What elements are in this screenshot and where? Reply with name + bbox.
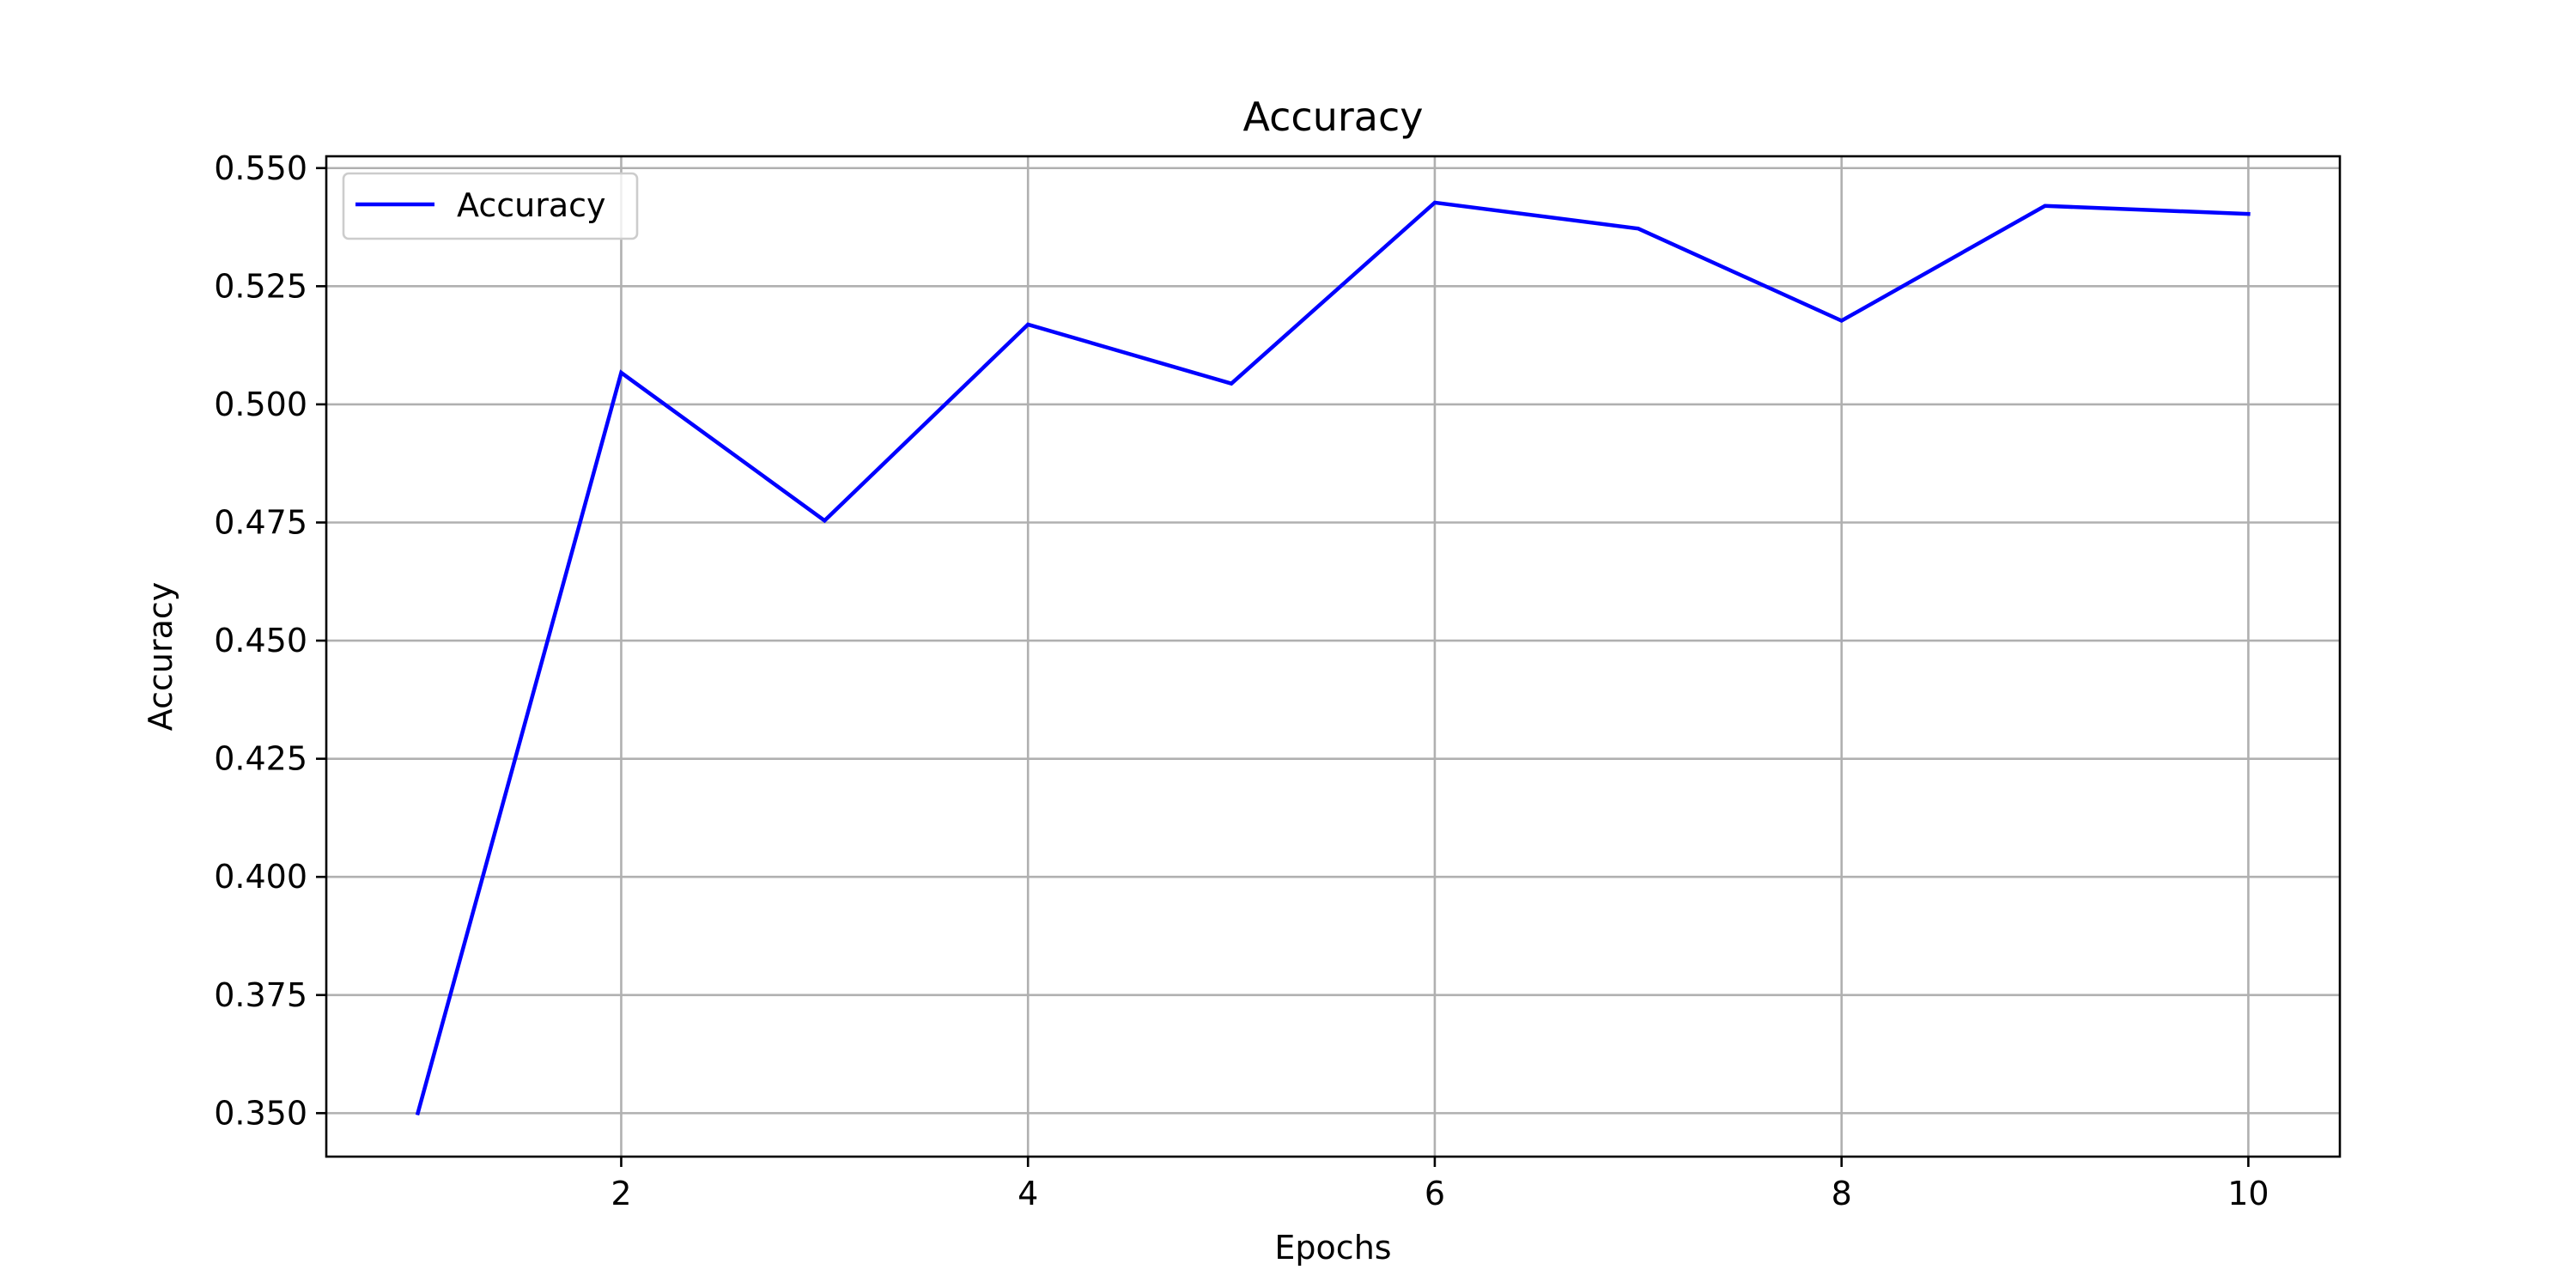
x-tick-label: 2 [611, 1175, 631, 1212]
series-layer [415, 200, 2251, 1116]
y-axis-label: Accuracy [142, 582, 179, 732]
y-tick-label: 0.500 [214, 386, 307, 423]
y-tick-label: 0.350 [214, 1094, 307, 1132]
y-tick-label: 0.550 [214, 149, 307, 187]
y-tick-label: 0.450 [214, 622, 307, 659]
x-tick-label: 6 [1425, 1175, 1445, 1212]
y-tick-label: 0.425 [214, 740, 307, 778]
x-tick-label: 4 [1018, 1175, 1038, 1212]
y-tick-label: 0.375 [214, 976, 307, 1014]
axis-ticks: 2 4 6 8 10 0.350 0.375 0.400 0.425 0.450 0.475 0.50… [214, 149, 2269, 1212]
y-tick-label: 0.400 [214, 858, 307, 896]
legend-frame [342, 172, 639, 240]
x-tick-label: 8 [1832, 1175, 1852, 1212]
legend: Accuracy [342, 172, 639, 240]
x-tick-label: 10 [2227, 1175, 2269, 1212]
axes-frame [325, 155, 2342, 1158]
grid-lines [326, 156, 2340, 1157]
y-tick-label: 0.475 [214, 503, 307, 541]
legend-label-accuracy: Accuracy [457, 186, 606, 224]
x-axis-label: Epochs [1274, 1229, 1391, 1267]
series-line-accuracy [415, 200, 2251, 1116]
y-tick-label: 0.525 [214, 267, 307, 305]
chart-title: Accuracy [1242, 94, 1423, 140]
